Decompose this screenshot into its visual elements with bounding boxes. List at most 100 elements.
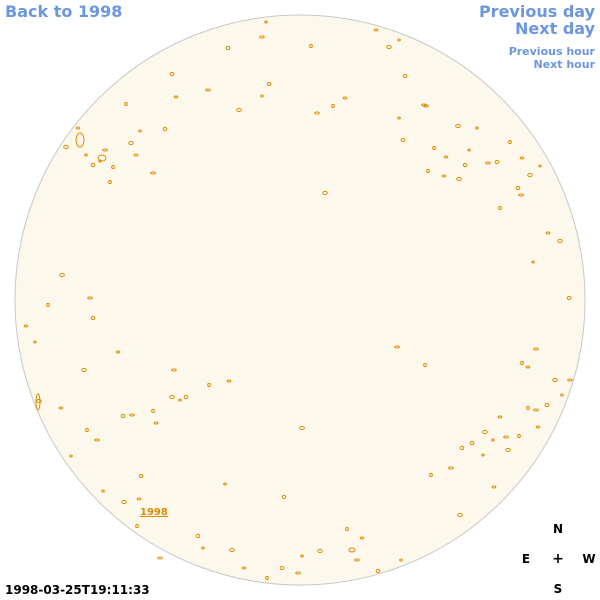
magnetic-feature — [443, 155, 449, 159]
magnetic-feature — [223, 482, 227, 486]
magnetic-feature — [375, 568, 381, 574]
magnetic-feature — [281, 494, 287, 500]
magnetic-feature — [518, 193, 524, 197]
magnetic-feature — [138, 129, 142, 133]
magnetic-feature — [128, 140, 134, 146]
magnetic-feature — [557, 238, 563, 244]
compass-center-icon: + — [552, 551, 564, 567]
magnetic-feature — [475, 126, 479, 130]
magnetic-feature — [111, 164, 115, 170]
magnetic-feature — [567, 378, 573, 382]
magnetic-feature — [566, 295, 572, 301]
solar-disk — [14, 14, 586, 586]
magnetic-feature — [462, 162, 468, 168]
magnetic-feature — [515, 185, 521, 191]
magnetic-feature — [456, 176, 462, 182]
magnetic-feature — [545, 231, 551, 235]
magnetic-feature — [399, 558, 403, 562]
magnetic-feature — [429, 472, 433, 478]
magnetic-feature-cluster — [348, 547, 356, 553]
magnetic-feature — [171, 368, 177, 372]
magnetic-feature — [386, 44, 392, 50]
magnetic-feature — [508, 139, 512, 145]
magnetic-feature — [169, 394, 175, 400]
compass-east: E — [521, 552, 531, 566]
magnetic-feature — [497, 415, 503, 419]
magnetic-feature — [526, 405, 530, 411]
magnetic-feature — [157, 556, 163, 560]
magnetic-feature — [236, 107, 242, 113]
magnetic-feature — [491, 485, 497, 489]
magnetic-feature — [300, 554, 304, 558]
magnetic-feature — [432, 145, 436, 151]
magnetic-feature-cluster — [75, 132, 85, 148]
magnetic-feature — [207, 382, 211, 388]
magnetic-feature — [397, 38, 401, 42]
magnetic-feature — [183, 394, 189, 400]
magnetic-feature — [498, 205, 502, 211]
magnetic-feature — [503, 435, 509, 439]
magnetic-feature — [133, 153, 139, 157]
magnetic-feature — [482, 429, 488, 435]
magnetic-feature — [491, 438, 495, 442]
magnetic-feature — [169, 71, 175, 77]
back-to-year-link[interactable]: Back to 1998 — [5, 2, 123, 21]
magnetic-feature — [441, 174, 447, 178]
magnetic-feature — [69, 454, 73, 458]
magnetic-feature — [36, 398, 42, 404]
region-label-link[interactable]: 1998 — [140, 507, 168, 518]
magnetic-feature — [58, 406, 64, 410]
magnetic-feature — [448, 466, 454, 470]
magnetic-feature — [481, 453, 485, 457]
magnetic-feature — [354, 558, 360, 562]
magnetic-feature — [533, 408, 539, 412]
magnetic-feature — [225, 45, 231, 51]
magnetic-feature — [533, 347, 539, 351]
magnetic-feature — [345, 526, 349, 532]
magnetic-feature — [23, 324, 29, 328]
observation-timestamp: 1998-03-25T19:11:33 — [5, 583, 150, 597]
magnetic-feature — [494, 159, 500, 165]
magnetic-feature — [397, 116, 401, 120]
magnetic-feature — [94, 438, 100, 442]
magnetic-feature — [531, 260, 535, 264]
magnetic-feature — [102, 148, 108, 152]
magnetic-feature — [317, 548, 323, 554]
compass-south: S — [553, 582, 563, 596]
magnetic-feature — [423, 104, 429, 108]
magnetic-feature — [178, 398, 182, 402]
magnetic-feature — [519, 156, 525, 160]
magnetic-feature — [59, 272, 65, 278]
magnetic-feature — [309, 43, 313, 49]
magnetic-feature — [394, 345, 400, 349]
magnetic-feature — [81, 367, 87, 373]
magnetic-feature — [535, 425, 541, 429]
magnetic-feature — [342, 96, 348, 100]
compass-west: W — [582, 552, 596, 566]
magnetic-feature — [46, 302, 50, 308]
next-day-link[interactable]: Next day — [515, 19, 595, 38]
magnetic-feature — [229, 547, 235, 553]
magnetic-feature — [359, 536, 365, 540]
magnetic-feature — [259, 35, 265, 39]
magnetic-feature — [423, 362, 427, 368]
magnetic-feature — [505, 447, 511, 453]
magnetic-feature — [400, 137, 406, 143]
magnetic-feature — [485, 161, 491, 165]
magnetic-feature — [402, 73, 408, 79]
next-hour-link[interactable]: Next hour — [533, 58, 596, 71]
magnetic-feature — [173, 95, 179, 99]
magnetic-feature — [75, 126, 81, 130]
magnetic-feature — [120, 413, 126, 419]
magnetic-feature — [136, 497, 142, 501]
magnetic-feature — [517, 433, 521, 439]
magnetic-feature — [108, 179, 112, 185]
magnetic-feature — [195, 533, 201, 539]
magnetic-feature — [151, 408, 155, 414]
magnetic-feature — [560, 393, 564, 397]
magnetic-feature — [87, 296, 93, 300]
previous-hour-link[interactable]: Previous hour — [508, 45, 595, 58]
previous-day-link[interactable]: Previous day — [478, 2, 595, 21]
magnetic-feature — [241, 566, 247, 570]
magnetic-feature — [295, 571, 301, 575]
